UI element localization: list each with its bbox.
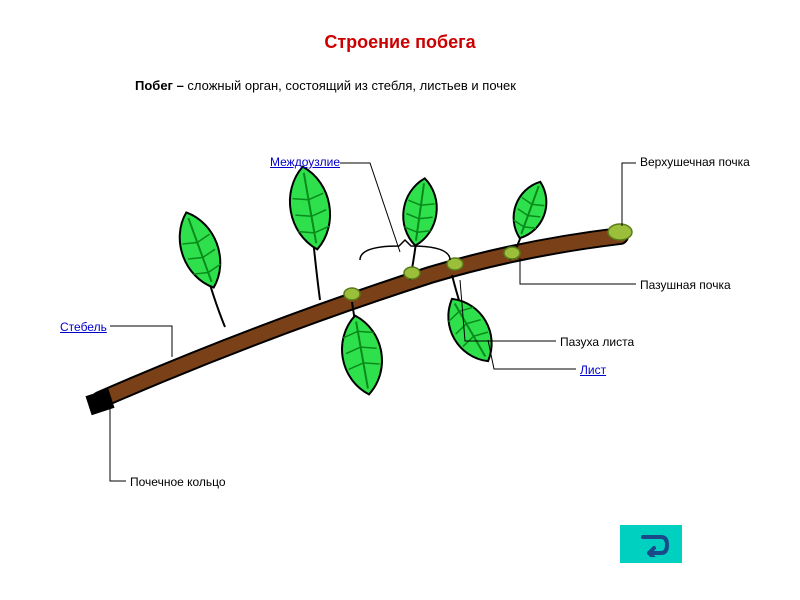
back-button[interactable] xyxy=(620,525,682,563)
label-leaf[interactable]: Лист xyxy=(580,363,606,377)
label-stem[interactable]: Стебель xyxy=(60,320,107,334)
label-bud_ring: Почечное кольцо xyxy=(130,475,226,489)
shoot-diagram xyxy=(0,0,800,600)
u-turn-icon xyxy=(631,531,671,557)
label-leaf_axil: Пазуха листа xyxy=(560,335,634,349)
label-internode[interactable]: Междоузлие xyxy=(270,155,340,169)
label-apical_bud: Верхушечная почка xyxy=(640,155,750,169)
label-axillary_bud: Пазушная почка xyxy=(640,278,731,292)
